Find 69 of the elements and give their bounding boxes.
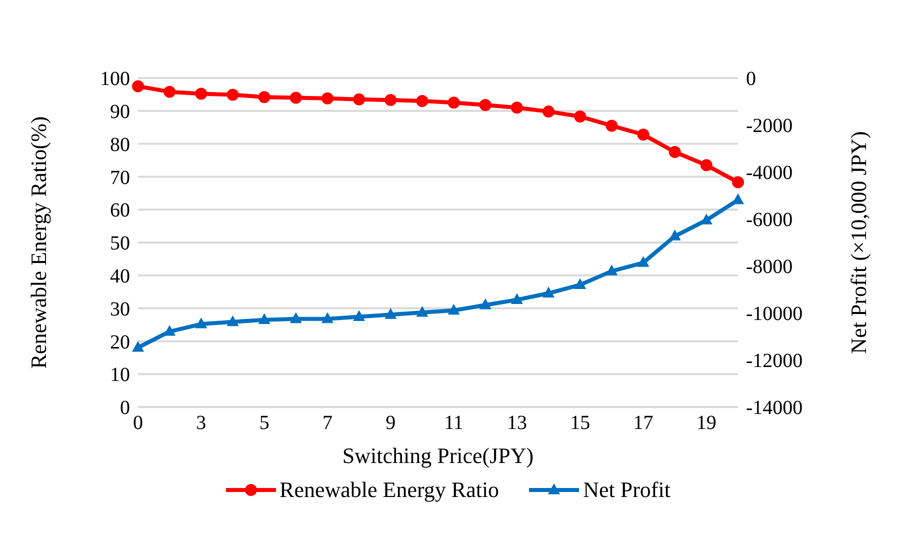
point	[226, 88, 239, 101]
point	[384, 94, 397, 106]
point	[700, 159, 712, 172]
x-tick-label: 15	[570, 412, 590, 434]
point	[132, 80, 144, 92]
y-axis-title: Renewable Energy Ratio(%)	[26, 116, 51, 369]
point	[321, 92, 334, 104]
y-tick-label: 70	[110, 166, 130, 189]
x-tick-label: 3	[196, 412, 206, 434]
x-tick-label: 5	[259, 412, 270, 434]
y-tick-label: 40	[110, 266, 130, 288]
point	[637, 128, 650, 141]
y2-tick-label: -10000	[746, 303, 803, 326]
point	[416, 95, 428, 108]
point	[416, 306, 428, 317]
point	[479, 298, 492, 310]
point	[384, 308, 397, 319]
point	[668, 146, 681, 158]
point	[542, 286, 555, 298]
point	[321, 312, 334, 324]
point	[448, 304, 460, 315]
y-tick-label: 50	[110, 232, 130, 255]
point	[606, 120, 618, 132]
x-tick-label: 9	[386, 412, 396, 434]
y2-tick-label: -8000	[746, 256, 793, 278]
y-tick-label: 60	[110, 200, 130, 222]
point	[448, 96, 460, 109]
x-tick-label: 13	[506, 412, 527, 434]
legend-label: Net Profit	[583, 477, 670, 503]
x-tick-label: 11	[444, 412, 464, 434]
point	[258, 313, 270, 324]
y2-tick-label: -12000	[746, 350, 803, 372]
point	[353, 93, 366, 106]
y2-tick-label: -6000	[746, 209, 793, 232]
point	[290, 312, 302, 324]
point	[637, 256, 650, 267]
y2-tick-label: 0	[746, 68, 756, 90]
x-axis-title: Switching Price(JPY)	[342, 443, 534, 468]
y-tick-label: 80	[110, 134, 130, 156]
y-tick-label: 20	[110, 331, 130, 354]
point	[132, 340, 144, 352]
point	[195, 317, 208, 328]
point	[353, 310, 366, 321]
x-tick-label: 7	[322, 412, 332, 434]
y-tick-label: 0	[120, 397, 130, 420]
point	[479, 98, 492, 111]
legend-label: Renewable Energy Ratio	[280, 477, 500, 503]
y2-tick-label: -14000	[746, 397, 803, 420]
point	[290, 92, 302, 104]
y-tick-label: 100	[100, 68, 130, 90]
point	[510, 293, 523, 304]
y-tick-label: 30	[110, 298, 130, 320]
y-tick-label: 90	[110, 101, 130, 123]
point	[732, 176, 744, 188]
point	[574, 110, 586, 122]
point	[226, 315, 239, 326]
point	[542, 106, 555, 118]
point	[164, 86, 176, 98]
point	[574, 278, 586, 289]
y2-axis-title: Net Profit (×10,000 JPY)	[846, 131, 871, 354]
y2-tick-label: -4000	[746, 162, 793, 184]
point	[195, 88, 208, 100]
y2-tick-label: -2000	[746, 115, 793, 138]
x-tick-label: 19	[696, 412, 716, 434]
x-tick-label: 17	[633, 412, 654, 434]
point	[606, 264, 618, 276]
point	[510, 102, 523, 114]
y-tick-label: 10	[110, 364, 130, 386]
point	[258, 91, 270, 104]
